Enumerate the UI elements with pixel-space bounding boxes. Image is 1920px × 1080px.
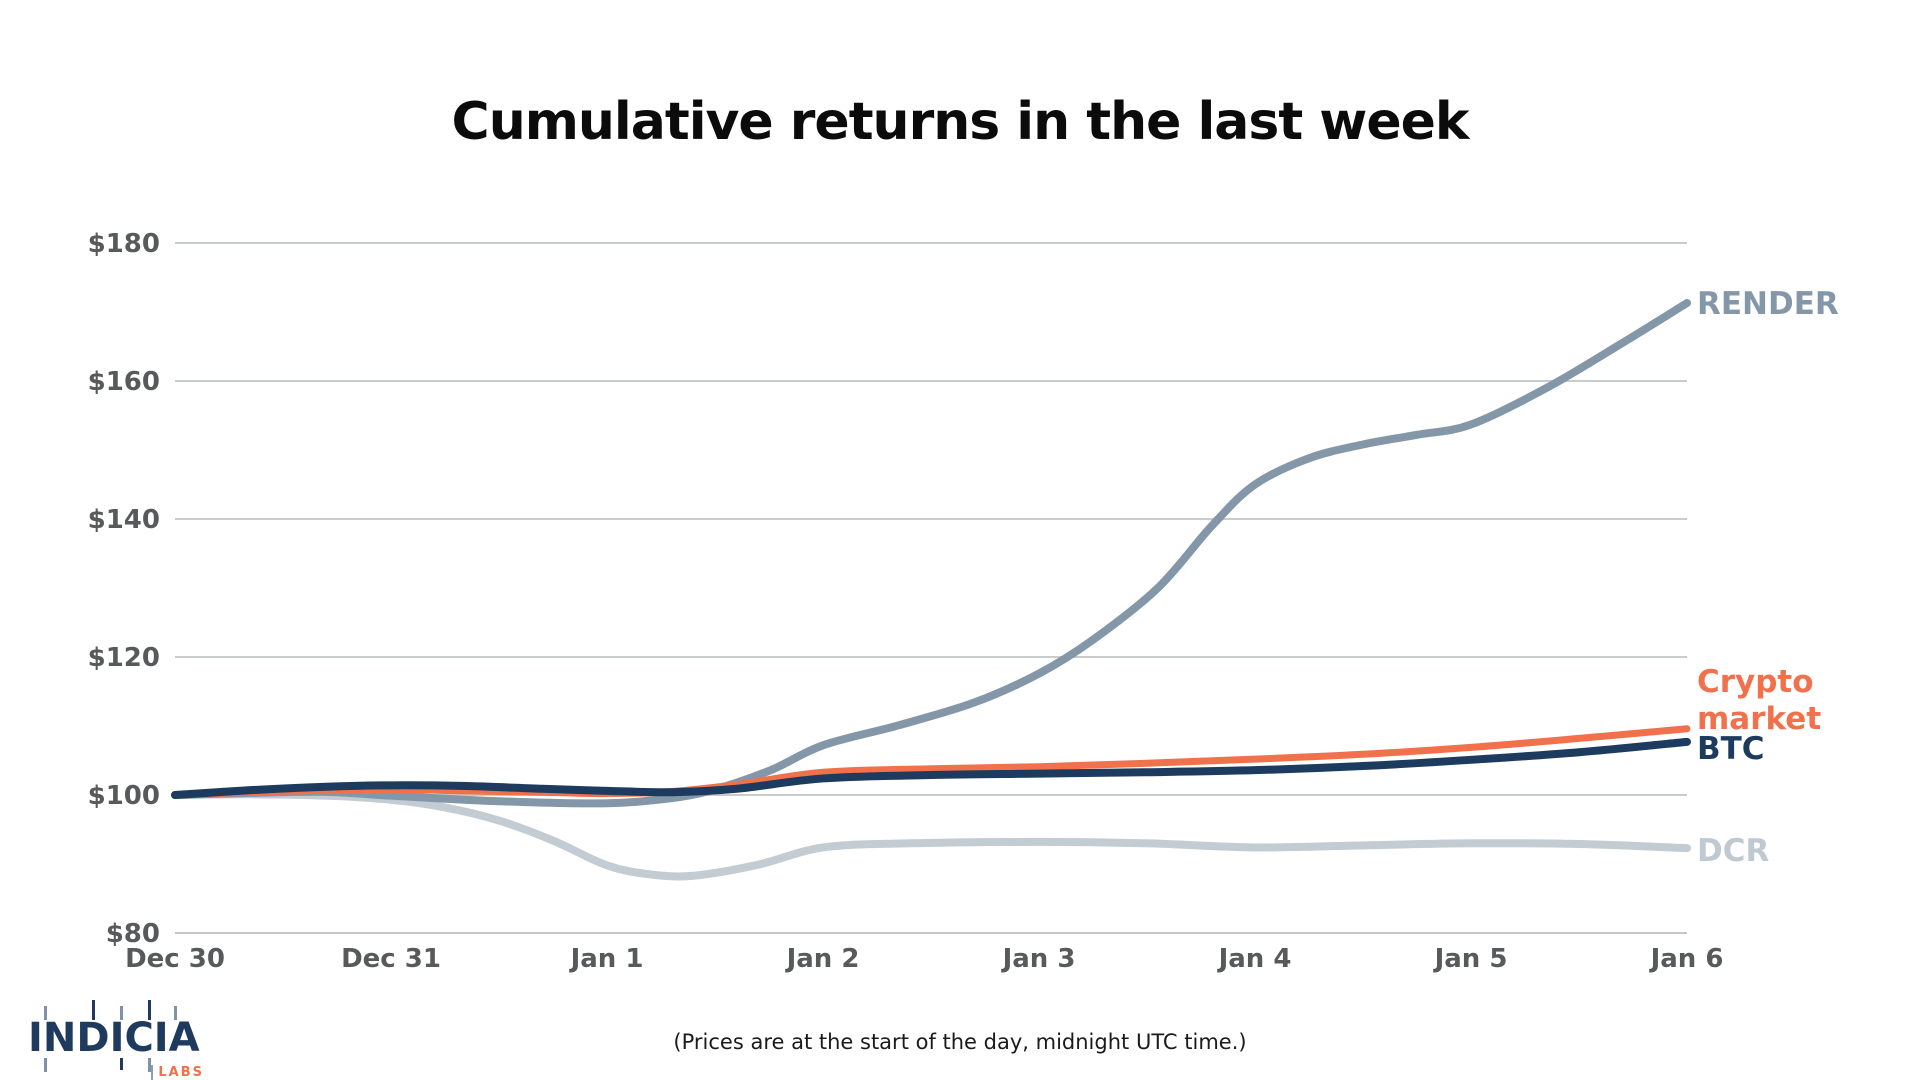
x-tick-label: Jan 3 — [1001, 944, 1076, 974]
series-label-text: market — [1697, 701, 1822, 737]
y-axis-labels: $180 $160 $140 $120 $100 $80 — [88, 229, 160, 949]
candlestick-wick-icon — [44, 1058, 47, 1072]
y-tick-label: $100 — [88, 781, 160, 811]
candlestick-wick-icon — [44, 1006, 47, 1020]
x-tick-label: Jan 5 — [1433, 944, 1508, 974]
y-tick-label: $180 — [88, 229, 160, 259]
candlestick-wick-icon — [120, 1006, 123, 1020]
y-tick-label: $120 — [88, 643, 160, 673]
series-label-text: BTC — [1697, 731, 1765, 767]
candlestick-wick-icon — [92, 1000, 95, 1020]
candlestick-wick-icon — [148, 1058, 151, 1072]
series-label-text: Crypto — [1697, 664, 1814, 700]
series-line-render — [171, 299, 1691, 808]
series-line-dcr — [171, 790, 1691, 881]
series-lines — [171, 299, 1691, 881]
series-label-text: DCR — [1697, 833, 1770, 869]
x-tick-label: Dec 30 — [125, 944, 225, 974]
series-label-btc: BTC — [1697, 731, 1765, 768]
x-tick-label: Jan 4 — [1217, 944, 1292, 974]
series-line-crypto-market — [171, 725, 1691, 799]
series-label-render: RENDER — [1697, 286, 1839, 323]
y-tick-label: $140 — [88, 505, 160, 535]
y-tick-label: $80 — [106, 919, 160, 949]
candlestick-wick-icon — [148, 1000, 151, 1020]
series-label-dcr: DCR — [1697, 833, 1769, 870]
candlestick-wick-icon — [120, 1058, 123, 1070]
logo-wordmark: INDICIA — [28, 1015, 200, 1061]
chart-title: Cumulative returns in the last week — [451, 92, 1470, 152]
series-label-crypto-market: Crypto market — [1697, 664, 1821, 738]
series-line-btc — [171, 737, 1691, 799]
series-label-text: RENDER — [1697, 286, 1839, 322]
logo-sub-label: LABS — [151, 1065, 204, 1080]
gridlines — [175, 242, 1687, 934]
indicia-labs-logo: INDICIA LABS — [28, 1000, 206, 1080]
x-tick-label: Jan 2 — [785, 944, 860, 974]
y-tick-label: $160 — [88, 367, 160, 397]
x-tick-label: Jan 6 — [1649, 944, 1724, 974]
x-tick-label: Jan 1 — [569, 944, 644, 974]
candlestick-wick-icon — [174, 1006, 177, 1020]
chart-footnote: (Prices are at the start of the day, mid… — [673, 1030, 1247, 1054]
x-axis-labels: Dec 30 Dec 31 Jan 1 Jan 2 Jan 3 Jan 4 Ja… — [125, 944, 1723, 974]
x-tick-label: Dec 31 — [341, 944, 441, 974]
